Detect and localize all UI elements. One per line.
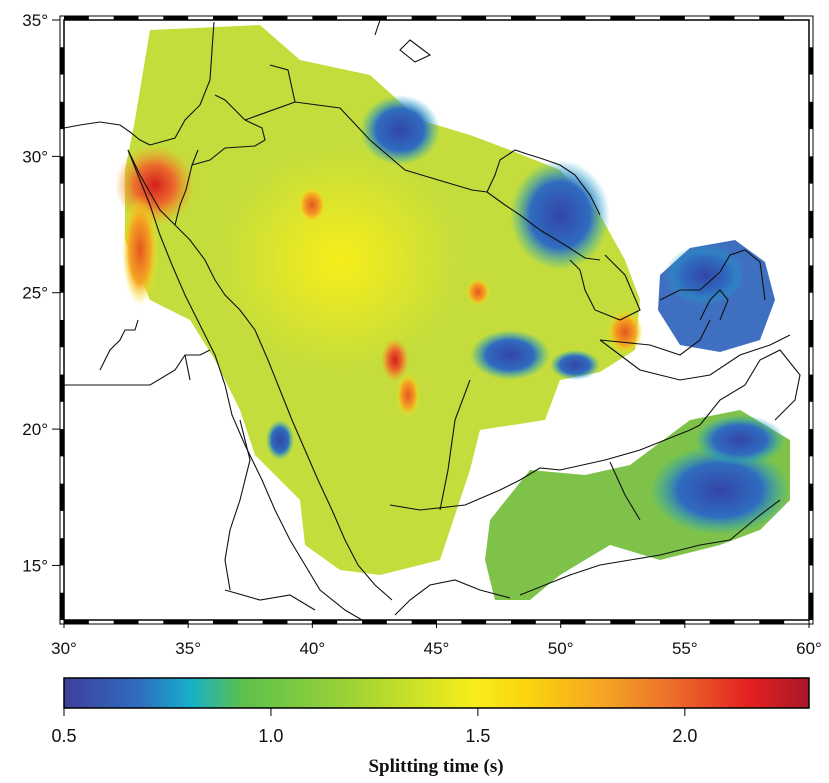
anomaly-blue-oman2 [695,415,785,465]
x-tick-label: 35° [175,639,201,658]
frame-dash [660,620,685,624]
colorbar-tick-label: 0.5 [51,726,76,746]
frame-dash [809,483,813,511]
frame-dash [60,101,64,130]
frame-dash [262,16,288,20]
frame-dash [60,538,64,566]
y-tick-label: 25° [22,284,48,303]
frame-dash [113,620,139,624]
frame-dash [809,592,813,620]
anomaly-yellow-c [220,150,460,370]
anomaly-blue-ne [360,95,440,165]
colorbar: 0.5 1.0 1.5 2.0 Splitting time (s) [51,677,810,777]
anomaly-blue-oman [650,445,790,535]
anomaly-blue-se2 [550,350,600,380]
anomaly-blue-gulf [510,160,610,270]
frame-dash [362,620,387,624]
frame-dash [809,538,813,566]
frame-dash [709,16,735,20]
frame-dash [312,16,338,20]
frame-dash [64,16,89,20]
frame-dash [163,620,189,624]
frame-dash [511,16,536,20]
frame-dash [511,620,536,624]
colorbar-tick-labels: 0.5 1.0 1.5 2.0 [51,708,697,746]
x-axis-tick-labels: 30° 35° 40° 45° 50° 55° 60° [51,620,822,658]
frame-dash [64,620,89,624]
political-borders [64,20,801,620]
frame-dash [560,620,586,624]
frame-dash [213,620,238,624]
anomaly-red-c [381,338,409,382]
frame-dash [60,320,64,348]
frame-dash [362,16,387,20]
frame-dash [610,16,636,20]
frame-dash [60,483,64,511]
x-tick-label: 40° [299,639,325,658]
frame-dash [213,16,238,20]
frame-dash [809,47,813,75]
x-tick-label: 45° [424,639,450,658]
anomaly-orange-n [298,187,326,223]
frame-dash [60,47,64,75]
colorbar-tick-label: 1.0 [258,726,283,746]
frame-dash [113,16,139,20]
x-tick-label: 60° [796,639,822,658]
frame-dash [809,156,813,184]
frame-dash [60,429,64,457]
frame-dash [461,620,487,624]
map-plot-area [64,20,801,620]
anomaly-blue-se [470,330,550,380]
frame-dash [809,374,813,402]
frame-dash [660,16,685,20]
frame-dash [262,620,288,624]
frame-dash [60,156,64,184]
y-tick-label: 35° [22,11,48,30]
frame-dash [809,101,813,130]
frame-dash [411,620,437,624]
frame-dash [60,265,64,293]
anomaly-orange-c [396,373,420,417]
frame-dash [809,429,813,457]
frame-dash [411,16,437,20]
colorbar-tick-label: 1.5 [465,726,490,746]
frame-dash [759,16,785,20]
colorbar-gradient [63,677,810,709]
anomaly-cyan-w [266,420,294,460]
y-tick-label: 20° [22,420,48,439]
frame-dash [809,265,813,293]
frame-dash [560,16,586,20]
frame-dash [60,210,64,239]
anomaly-orange-e [466,278,490,306]
y-tick-label: 30° [22,147,48,166]
frame-dash [809,320,813,348]
anomaly-orange-w [122,195,158,305]
frame-dash [759,620,785,624]
frame-dash [163,16,189,20]
frame-dash [709,620,735,624]
colorbar-title: Splitting time (s) [368,756,503,777]
frame-dash [809,210,813,239]
frame-dash [610,620,636,624]
frame-dash [60,592,64,620]
x-tick-label: 30° [51,639,77,658]
y-tick-label: 15° [22,556,48,575]
y-axis-tick-labels: 35° 30° 25° 20° 15° [22,11,60,575]
frame-dash [461,16,487,20]
frame-dash [312,620,338,624]
x-tick-label: 55° [672,639,698,658]
x-tick-label: 50° [548,639,574,658]
colorbar-tick-label: 2.0 [672,726,697,746]
frame-dash [60,374,64,402]
